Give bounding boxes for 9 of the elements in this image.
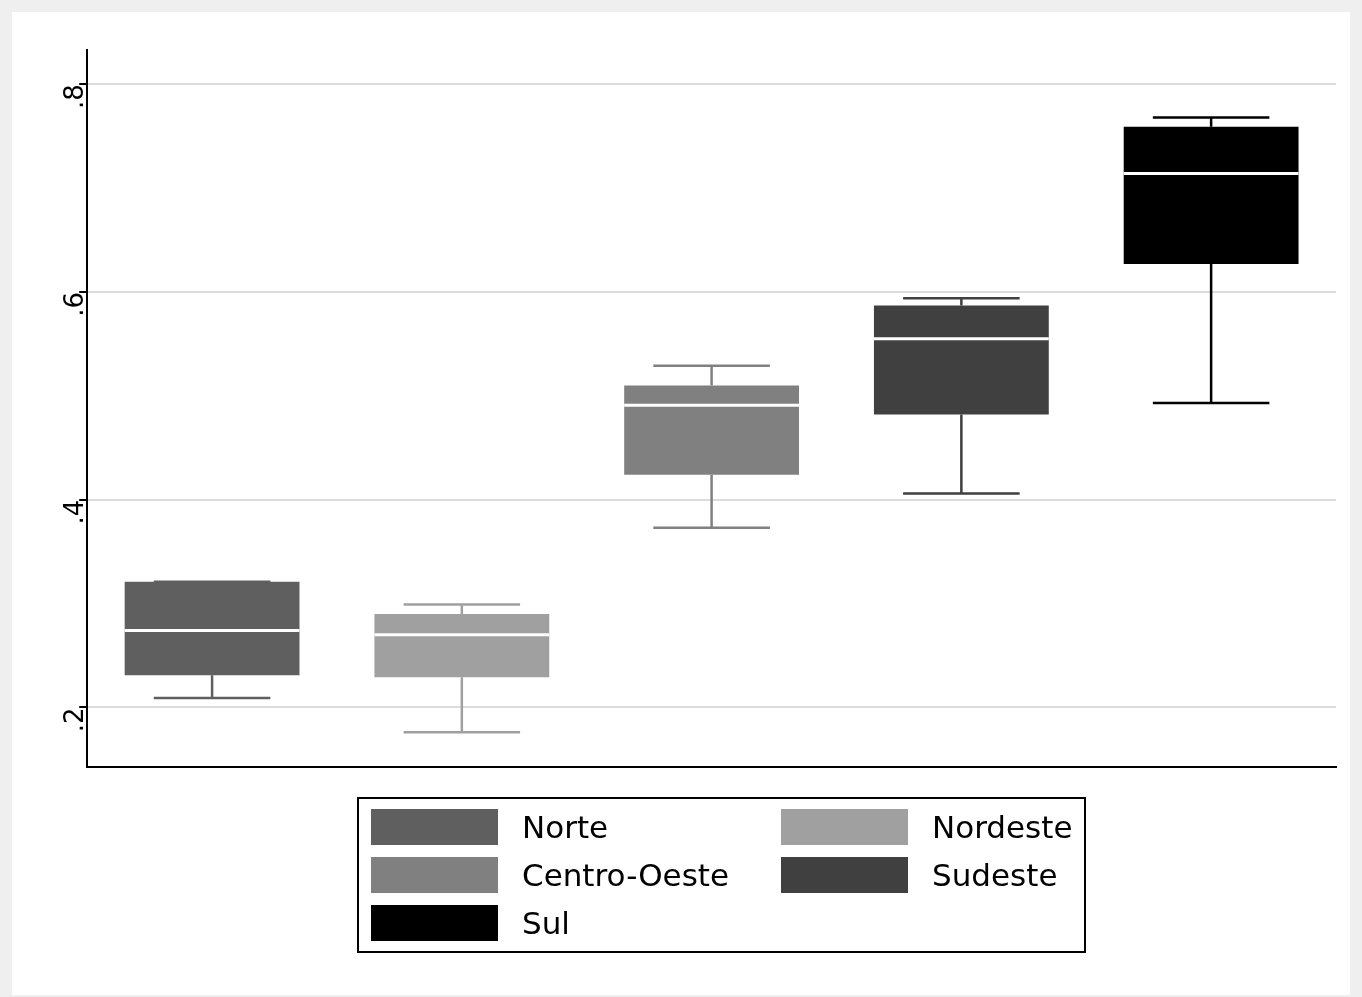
y-tick-label: .2 [58,707,89,733]
legend-label: Norte [522,809,609,845]
legend-label: Nordeste [932,809,1073,845]
legend-label: Centro-Oeste [522,857,730,893]
y-tick-label: .4 [58,499,89,525]
legend-label: Sul [522,905,570,941]
y-tick-label: .6 [58,291,89,317]
legend-label: Sudeste [932,857,1058,893]
y-tick-label: .8 [58,84,89,110]
